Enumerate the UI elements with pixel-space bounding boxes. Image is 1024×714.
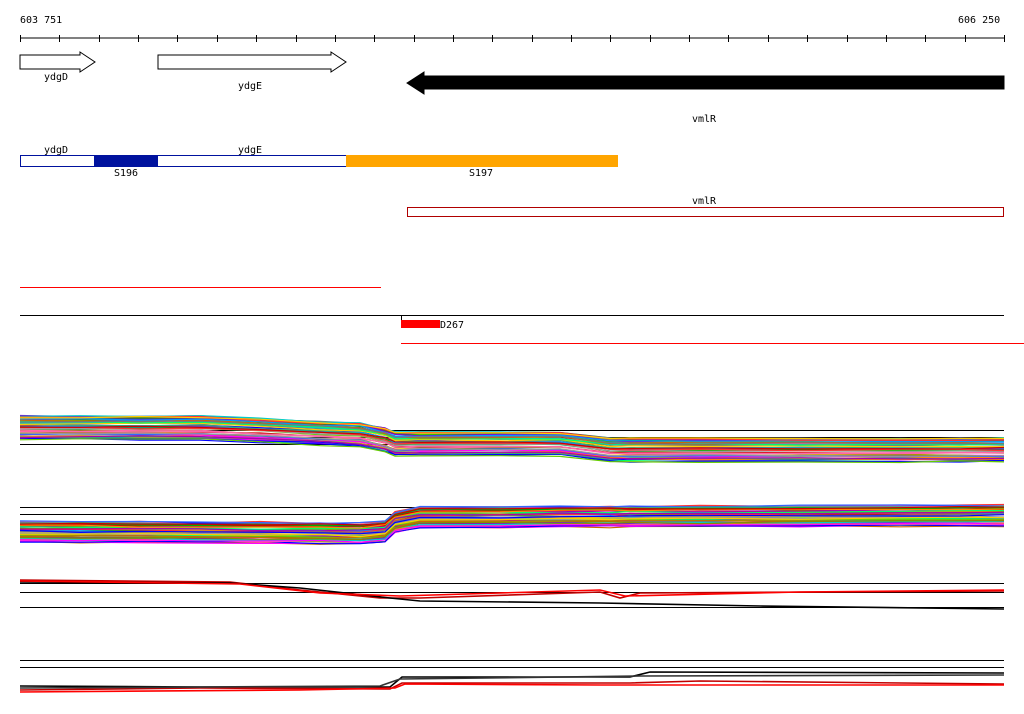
feature-D267-label: D267 [440, 320, 464, 331]
annotation-track: ydgD ydgE S196 S197 vmlR [20, 145, 1004, 217]
expression-profile-line [19, 424, 1005, 449]
expression-profile-line [19, 508, 1005, 529]
expression-profile-line [19, 504, 1005, 525]
expression-profile-line [19, 674, 1005, 689]
annotation-label-vmlR: vmlR [692, 196, 717, 207]
expression-profile-group-2 [19, 503, 1005, 545]
segment-S197[interactable] [346, 155, 618, 167]
expression-profile-group-1 [19, 414, 1005, 464]
segment-S197-label: S197 [469, 168, 493, 179]
gene-track: ydgD ydgE vmlR [19, 51, 1005, 125]
gene-vmlR[interactable]: vmlR [406, 71, 1005, 125]
ruler-ticks [20, 35, 1005, 42]
expression-profiles [19, 414, 1005, 693]
gene-ydgD[interactable]: ydgD [19, 51, 96, 83]
expression-profile-group-3 [19, 579, 1005, 610]
expression-profile-line [19, 580, 1005, 597]
expression-profile-line [19, 520, 1005, 541]
expression-profile-line [19, 520, 1005, 542]
gene-vmlR-label: vmlR [692, 114, 717, 125]
gene-ydgD-arrow[interactable] [19, 51, 96, 73]
expression-profile-line [20, 516, 1005, 538]
ruler-end-label: 606 250 [958, 15, 1000, 26]
expression-profile-line [19, 511, 1005, 532]
gene-ydgE-label: ydgE [238, 81, 262, 92]
feature-D267[interactable] [401, 320, 440, 328]
expression-profile-line [19, 425, 1005, 450]
gene-ydgE-arrow[interactable] [157, 51, 347, 73]
expression-profile-line [19, 422, 1005, 448]
expression-profile-line [19, 420, 1005, 445]
ruler-start-label: 603 751 [20, 15, 62, 26]
expression-profile-line [19, 683, 1004, 693]
gene-ydgE[interactable]: ydgE [157, 51, 347, 92]
annotation-ydgD-ydgE-outline[interactable] [20, 155, 347, 167]
coordinate-ruler: 603 751 606 250 [20, 15, 1005, 42]
expression-profile-line [19, 505, 1005, 526]
expression-profile-line [19, 420, 1005, 446]
gene-ydgD-label: ydgD [44, 72, 68, 83]
expression-profile-line [19, 430, 1005, 454]
feature-track: D267 [20, 287, 1024, 344]
expression-profile-line [19, 680, 1005, 691]
expression-profile-line [19, 524, 1005, 545]
segment-S196[interactable] [94, 155, 158, 167]
expression-profile-line [19, 426, 1005, 452]
gene-vmlR-arrow[interactable] [406, 71, 1005, 95]
expression-profile-line [19, 415, 1005, 442]
expression-profile-line [19, 516, 1005, 536]
expression-profile-group-4 [19, 660, 1005, 693]
expression-profile-line [19, 435, 1005, 460]
segment-S196-label: S196 [114, 168, 138, 179]
expression-profile-line [19, 438, 1005, 464]
expression-profile-line [19, 522, 1005, 543]
expression-profile-line [19, 415, 1004, 440]
expression-profile-line [19, 514, 1005, 535]
expression-profile-line [19, 524, 1004, 544]
annotation-label-ydgE: ydgE [238, 145, 262, 156]
annotation-vmlR-outline[interactable] [407, 207, 1004, 217]
expression-profile-line [19, 432, 1005, 457]
annotation-label-ydgD: ydgD [44, 145, 68, 156]
